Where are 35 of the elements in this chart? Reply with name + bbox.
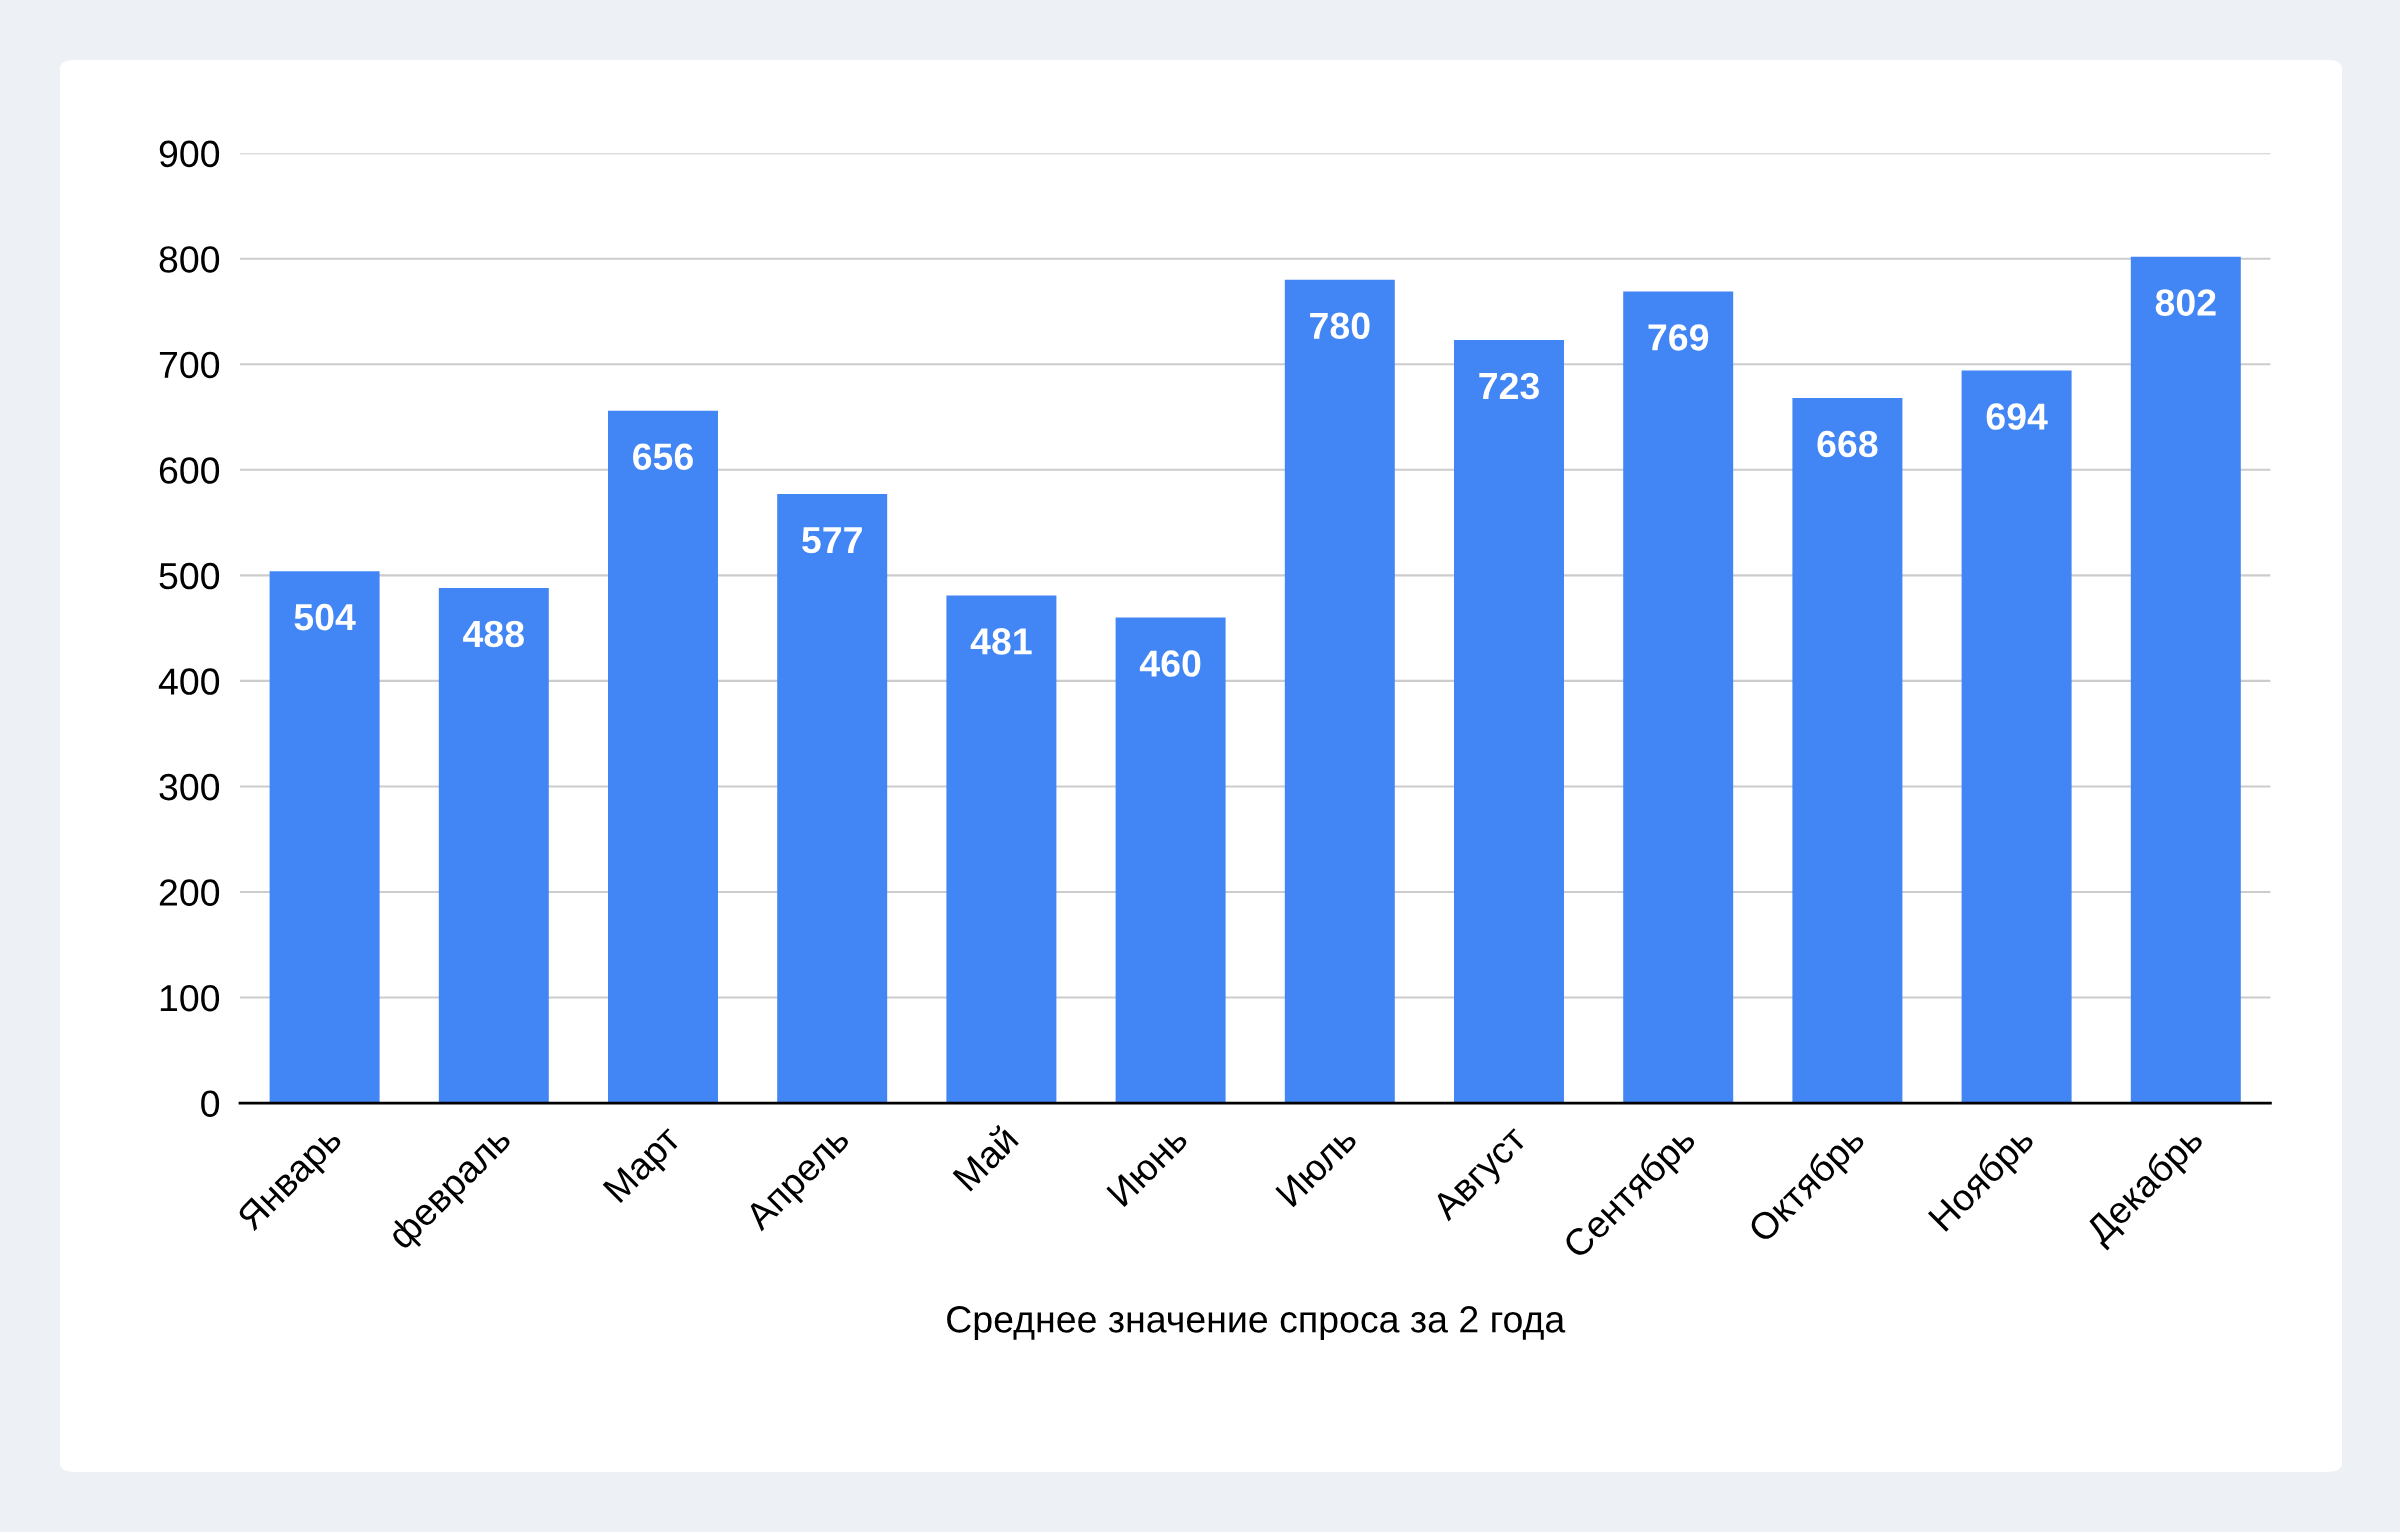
- bar: [777, 494, 888, 1104]
- bar: [1284, 279, 1395, 1104]
- data-label: 481: [970, 628, 1032, 655]
- y-tick-label: 600: [159, 457, 220, 484]
- bar: [1792, 398, 1903, 1104]
- y-tick-label: 0: [201, 1090, 220, 1117]
- data-label: 769: [1648, 324, 1709, 351]
- bar: [269, 571, 380, 1104]
- bar: [2130, 256, 2241, 1104]
- y-tick-label: 700: [159, 351, 220, 379]
- data-label: 488: [463, 620, 524, 648]
- data-label: 723: [1479, 372, 1539, 400]
- data-label: 802: [2155, 289, 2216, 316]
- bar: [438, 588, 549, 1104]
- y-tick-label: 500: [159, 562, 220, 590]
- y-tick-label: 900: [159, 140, 220, 168]
- data-label: 504: [294, 603, 356, 631]
- bar: [1961, 370, 2072, 1104]
- data-label: 694: [1986, 403, 2048, 430]
- bar: [1623, 291, 1734, 1104]
- y-tick-label: 100: [160, 984, 220, 1012]
- y-tick-label: 800: [159, 246, 220, 273]
- x-axis-title: Среднее значение спроса за 2 года: [947, 1306, 1566, 1341]
- data-label: 656: [633, 443, 693, 470]
- y-tick-label: 400: [158, 668, 220, 695]
- y-tick-label: 300: [159, 773, 220, 801]
- bar: [1115, 617, 1226, 1104]
- bar: [608, 410, 718, 1104]
- data-label: 577: [802, 527, 862, 554]
- data-label: 668: [1817, 430, 1878, 458]
- data-label: 460: [1139, 650, 1201, 677]
- data-label: 780: [1310, 312, 1370, 340]
- y-tick-label: 200: [159, 879, 220, 906]
- bar: [1454, 340, 1564, 1104]
- bar: [946, 595, 1057, 1104]
